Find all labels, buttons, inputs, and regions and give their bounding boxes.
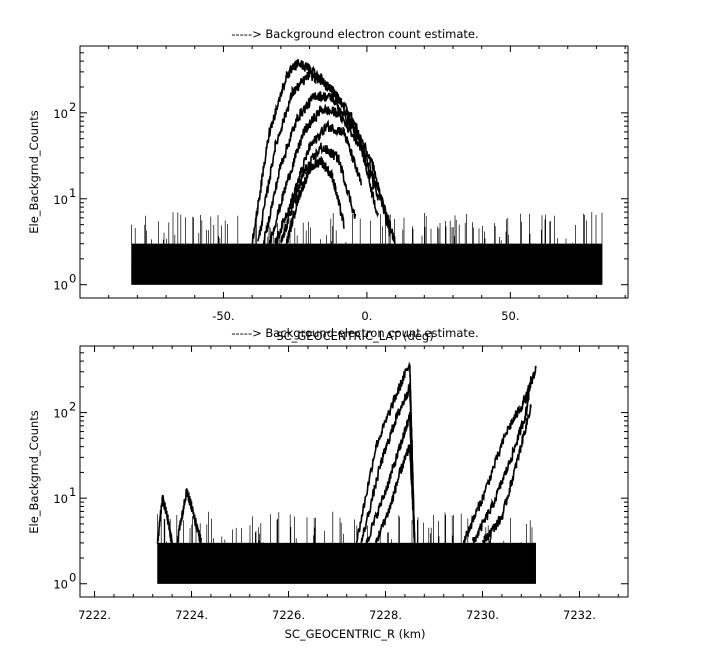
- y-tick-label: 10: [53, 193, 68, 207]
- x-tick-label: 7232.: [563, 608, 596, 622]
- x-axis-label: SC_GEOCENTRIC_LAT (deg): [276, 329, 433, 343]
- data-marks: [131, 59, 603, 285]
- plot-frame: [79, 45, 629, 299]
- series-line-7: [156, 494, 173, 545]
- x-tick-label: 50.: [501, 309, 519, 323]
- y-tick-exponent: 2: [69, 100, 76, 114]
- background-noise: [131, 212, 603, 285]
- series-line-5: [472, 376, 532, 544]
- y-tick-label: 10: [53, 578, 68, 592]
- x-tick-label: 7222.: [78, 608, 111, 622]
- series-line-6: [481, 404, 532, 546]
- series-line-5: [280, 142, 357, 244]
- series-line-8: [176, 488, 202, 548]
- y-tick-label: 10: [53, 492, 68, 506]
- x-tick-label: 7224.: [175, 608, 208, 622]
- y-tick-exponent: 1: [69, 186, 76, 200]
- chart-title: -----> Background electron count estimat…: [231, 326, 478, 340]
- x-tick-label: -50.: [212, 309, 234, 323]
- chart-title: -----> Background electron count estimat…: [231, 27, 478, 41]
- series-line-3: [375, 444, 416, 544]
- x-tick-label: 7230.: [466, 608, 499, 622]
- chart-panel-lat: -----> Background electron count estimat…: [27, 27, 629, 343]
- series-line-4: [274, 119, 362, 247]
- x-axis-label: SC_GEOCENTRIC_R (km): [285, 627, 426, 641]
- series-line-3: [268, 103, 380, 249]
- y-tick-label: 10: [53, 279, 68, 293]
- series-line-6: [285, 156, 345, 246]
- chart-panel-radius: -----> Background electron count estimat…: [27, 326, 629, 641]
- x-tick-label: 7228.: [369, 608, 402, 622]
- background-noise: [157, 511, 536, 584]
- y-tick-exponent: 2: [69, 400, 76, 414]
- y-tick-exponent: 1: [69, 485, 76, 499]
- y-tick-exponent: 0: [69, 272, 76, 286]
- plot-frame: [79, 345, 629, 598]
- y-axis-label: Ele_Backgrnd_Counts: [27, 110, 41, 234]
- series-line-1: [257, 68, 391, 242]
- data-marks: [156, 361, 537, 584]
- y-tick-label: 10: [53, 407, 68, 421]
- series-line-2: [262, 91, 380, 248]
- series-line-1: [360, 382, 416, 544]
- y-tick-exponent: 0: [69, 571, 76, 585]
- x-tick-label: 7226.: [272, 608, 305, 622]
- y-axis-label: Ele_Backgrnd_Counts: [27, 410, 41, 534]
- y-tick-label: 10: [53, 107, 68, 121]
- x-tick-label: 0.: [361, 309, 372, 323]
